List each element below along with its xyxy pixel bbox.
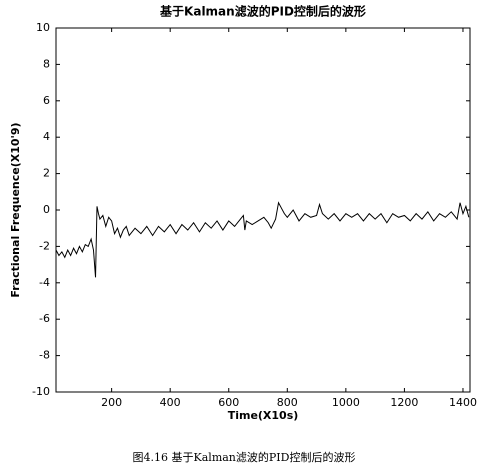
y-tick-label: 8 [43,57,50,70]
y-tick-label: -10 [32,385,50,398]
y-tick-label: 4 [43,130,50,143]
chart-title: 基于Kalman滤波的PID控制后的波形 [159,4,366,19]
y-tick-label: 0 [43,203,50,216]
y-tick-label: -2 [39,239,50,252]
y-tick-label: -6 [39,312,50,325]
plot-frame [55,27,471,393]
y-tick-label: -4 [39,276,50,289]
figure-caption: 图4.16 基于Kalman滤波的PID控制后的波形 [133,450,356,464]
x-tick-label: 200 [101,396,122,409]
x-tick-label: 600 [218,396,239,409]
y-axis-label: Fractional Frequence(X10'9) [9,122,22,297]
y-tick-label: 2 [43,167,50,180]
x-tick-label: 400 [160,396,181,409]
y-tick-label: 6 [43,94,50,107]
y-tick-label: -8 [39,349,50,362]
x-tick-label: 800 [277,396,298,409]
data-line [55,201,470,278]
x-tick-label: 1000 [332,396,360,409]
x-axis-label: Time(X10s) [228,409,299,422]
x-tick-label: 1400 [449,396,477,409]
y-tick-label: 10 [36,21,50,34]
x-tick-label: 1200 [390,396,418,409]
